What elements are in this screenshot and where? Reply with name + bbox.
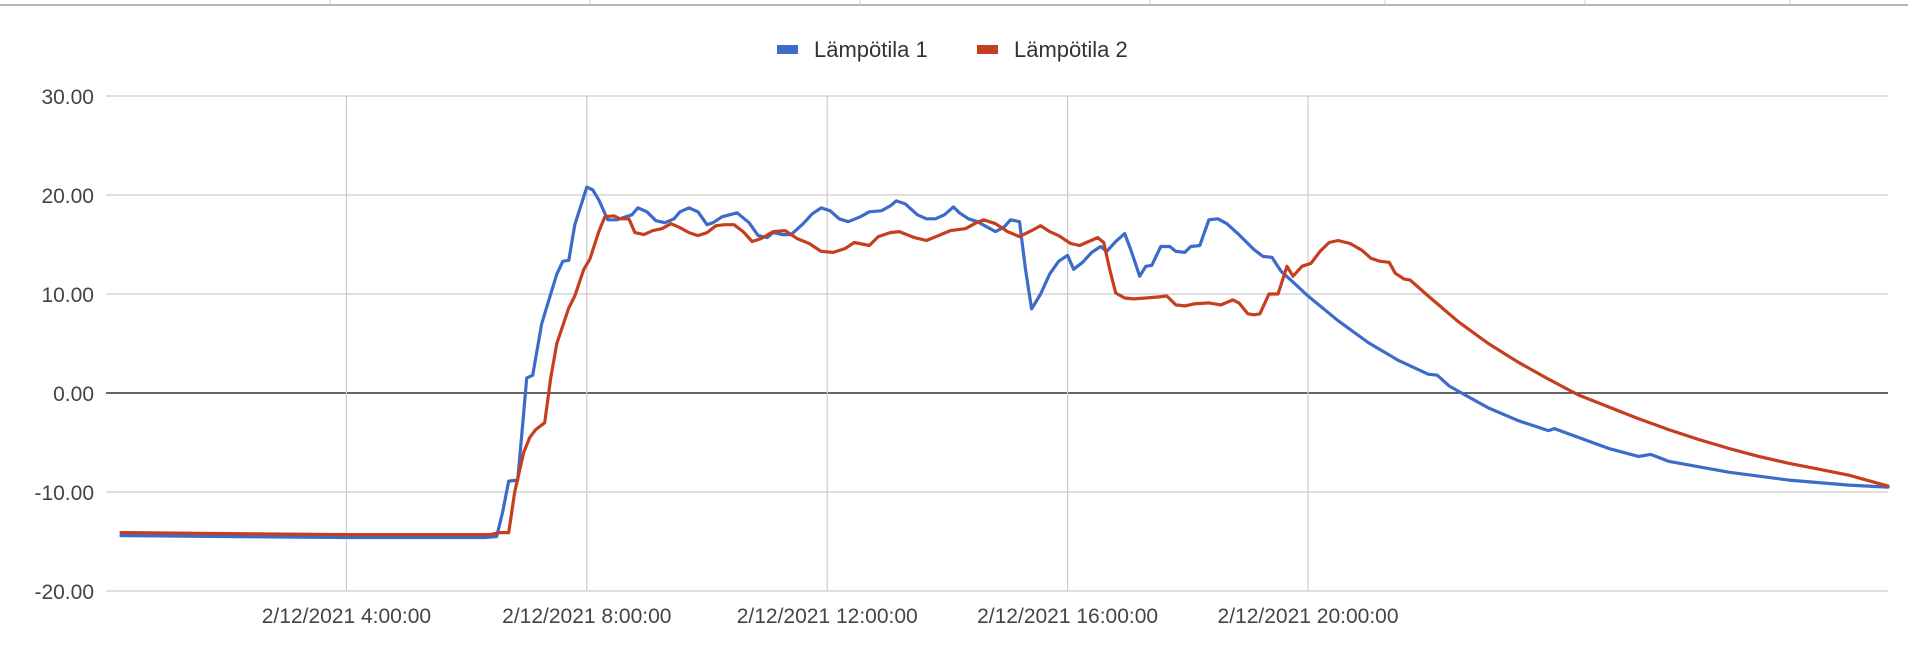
legend-item-2[interactable]: Lämpötila 2 xyxy=(977,37,1128,62)
y-tick-label: 0.00 xyxy=(53,383,94,406)
x-tick-label: 2/12/2021 4:00:00 xyxy=(262,605,431,628)
top-axis-ticks xyxy=(0,0,1908,6)
legend[interactable]: Lämpötila 1 Lämpötila 2 xyxy=(777,37,1128,62)
legend-swatch xyxy=(977,45,998,54)
y-tick-label: 20.00 xyxy=(41,185,94,208)
legend-label: Lämpötila 1 xyxy=(814,37,928,62)
legend-label: Lämpötila 2 xyxy=(1014,37,1128,62)
axis-tick-labels: 30.00 20.00 10.00 0.00 -10.00 -20.00 2/12/2021… xyxy=(34,86,1398,628)
x-tick-label: 2/12/2021 12:00:00 xyxy=(737,605,918,628)
series-line-2[interactable] xyxy=(119,214,1890,537)
series-lines xyxy=(119,185,1890,540)
y-tick-label: -20.00 xyxy=(34,581,94,604)
y-tick-label: -10.00 xyxy=(34,482,94,505)
x-tick-label: 2/12/2021 8:00:00 xyxy=(502,605,671,628)
legend-swatch xyxy=(777,45,798,54)
x-tick-label: 2/12/2021 16:00:00 xyxy=(977,605,1158,628)
legend-item-1[interactable]: Lämpötila 1 xyxy=(777,37,928,62)
gridlines xyxy=(106,95,1888,592)
series-line-1[interactable] xyxy=(119,185,1890,540)
y-tick-label: 10.00 xyxy=(41,284,94,307)
x-tick-label: 2/12/2021 20:00:00 xyxy=(1218,605,1399,628)
y-tick-label: 30.00 xyxy=(41,86,94,109)
